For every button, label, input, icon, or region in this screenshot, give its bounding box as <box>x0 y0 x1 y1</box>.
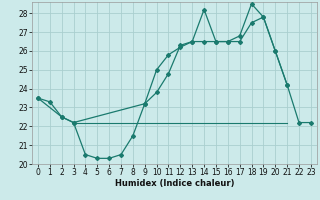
X-axis label: Humidex (Indice chaleur): Humidex (Indice chaleur) <box>115 179 234 188</box>
